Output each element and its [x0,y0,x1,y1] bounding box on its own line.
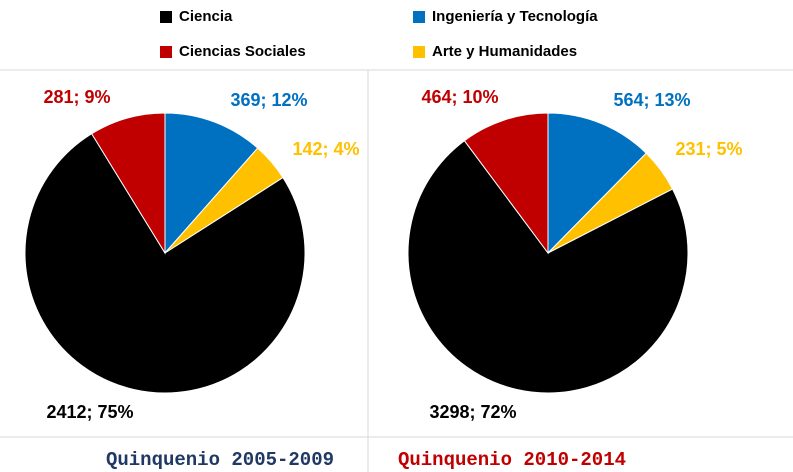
legend-label: Ciencia [179,8,233,25]
legend-swatch [413,11,425,23]
data-label: 464; 10% [421,87,498,107]
data-label: 3298; 72% [429,402,516,422]
pie-slice [91,112,166,255]
chart-title: Quinquenio 2005-2009 [106,449,334,471]
data-label: 2412; 75% [46,402,133,422]
pie-slice [164,112,259,255]
legend-swatch [413,46,425,58]
pie-slice [407,139,689,394]
data-label: 231; 5% [675,139,742,159]
legend-label: Arte y Humanidades [432,43,577,60]
data-label: 281; 9% [43,87,110,107]
legend-swatch [160,46,172,58]
legend-label: Ingeniería y Tecnología [432,8,598,25]
pie-slice [24,133,306,394]
legend-label: Ciencias Sociales [179,43,306,60]
chart-title: Quinquenio 2010-2014 [398,449,626,471]
data-label: 564; 13% [613,90,690,110]
pie-slice [547,112,647,255]
data-label: 369; 12% [230,90,307,110]
legend-swatch [160,11,172,23]
pie-slice [463,112,549,255]
data-label: 142; 4% [292,139,359,159]
